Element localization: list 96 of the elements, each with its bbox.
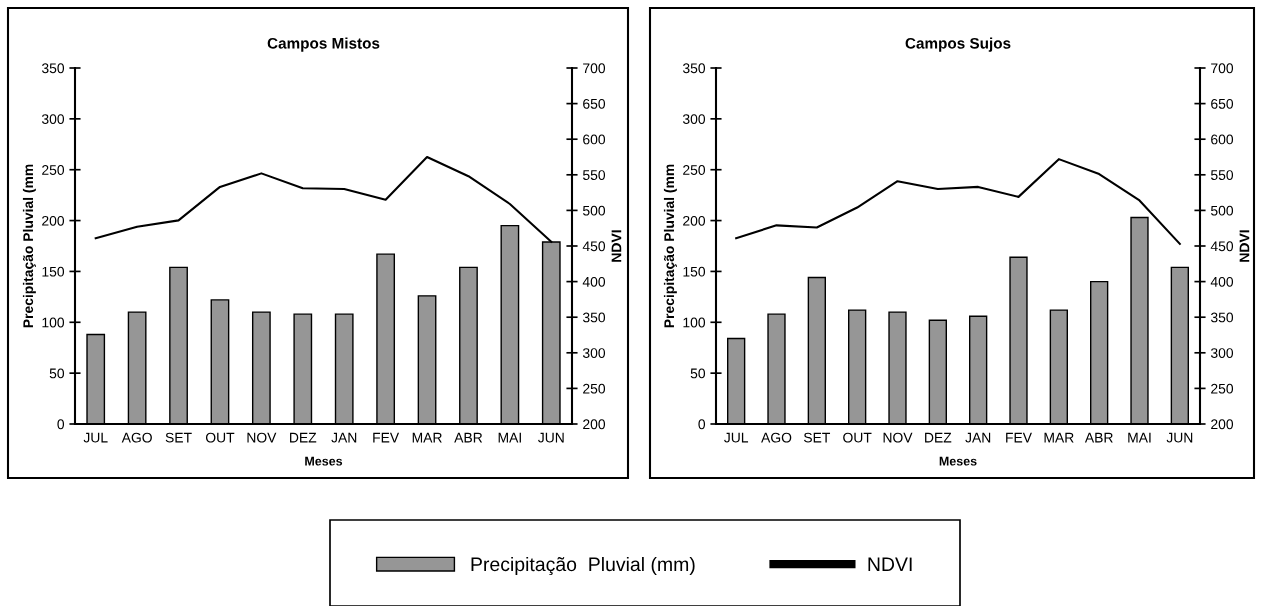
- bar: [417, 295, 437, 424]
- bar: [888, 311, 907, 424]
- y-tick-label: 100: [683, 317, 706, 328]
- bar: [969, 315, 988, 424]
- bar: [767, 313, 786, 424]
- y2-tick-label: 550: [582, 170, 606, 180]
- y2-tick-label: 250: [583, 383, 606, 394]
- bar: [1130, 216, 1149, 424]
- x-tick-label: SET: [165, 432, 192, 443]
- x-tick-label: SET: [803, 432, 831, 443]
- x-tick-label: DEZ: [925, 432, 952, 443]
- x-tick-label: OUT: [843, 432, 872, 443]
- x-tick-label: JUL: [724, 432, 749, 443]
- y-axis-title: Precipitação Pluvial (mm: [663, 164, 677, 328]
- x-tick-label: ABR: [454, 432, 483, 443]
- bar: [928, 319, 947, 424]
- bar: [848, 309, 867, 424]
- y2-tick-label: 400: [1210, 276, 1234, 287]
- y-tick-label: 50: [49, 368, 65, 379]
- x-tick-label: MAR: [412, 432, 442, 443]
- y2-tick-label: 350: [582, 312, 606, 323]
- y2-axis-title: NDVI: [1239, 230, 1250, 262]
- y2-tick-label: 300: [1210, 348, 1234, 358]
- bar: [210, 299, 230, 424]
- y2-tick-label: 500: [1210, 205, 1234, 216]
- y-tick-label: 200: [683, 215, 706, 226]
- y2-tick-label: 450: [1210, 241, 1234, 252]
- x-tick-label: AGO: [761, 432, 792, 443]
- x-tick-label: NOV: [247, 432, 277, 443]
- x-tick-label: JUN: [538, 432, 564, 443]
- bar: [500, 224, 520, 424]
- x-tick-label: ABR: [1084, 432, 1113, 443]
- bar: [1170, 266, 1189, 424]
- y2-axis-title: NDVI: [611, 230, 622, 262]
- x-tick-label: JAN: [331, 432, 357, 443]
- x-tick-label: DEZ: [290, 432, 317, 443]
- legend-label: Precipitação Pluvial (mm): [471, 556, 695, 576]
- bar: [1049, 309, 1068, 424]
- y-tick-label: 350: [41, 63, 65, 74]
- x-tick-label: FEV: [373, 432, 400, 443]
- x-tick-label: FEV: [1006, 432, 1032, 443]
- y2-tick-label: 200: [1211, 419, 1234, 430]
- y2-tick-label: 450: [582, 241, 606, 252]
- bar: [127, 311, 147, 424]
- bar: [807, 276, 826, 424]
- y2-tick-label: 400: [582, 276, 606, 287]
- bar: [727, 337, 746, 424]
- line-series: [735, 158, 1181, 245]
- y-tick-label: 300: [682, 114, 706, 125]
- y2-tick-label: 650: [583, 98, 606, 109]
- bar: [376, 253, 396, 424]
- bar: [169, 266, 188, 424]
- y2-tick-label: 600: [1211, 134, 1234, 145]
- y2-tick-label: 350: [1210, 312, 1234, 323]
- x-tick-label: MAR: [1044, 432, 1074, 443]
- y-tick-label: 300: [41, 114, 65, 125]
- y2-tick-label: 200: [583, 419, 606, 430]
- y2-tick-label: 500: [582, 205, 606, 216]
- y2-tick-label: 650: [1211, 98, 1234, 109]
- bar: [1090, 280, 1109, 424]
- y-tick-label: 250: [683, 165, 706, 175]
- x-tick-label: JAN: [965, 432, 991, 443]
- x-tick-label: JUN: [1166, 432, 1193, 443]
- bar: [334, 313, 354, 424]
- y2-tick-label: 250: [1211, 383, 1234, 394]
- y-tick-label: 200: [42, 215, 65, 226]
- y2-tick-label: 700: [583, 63, 606, 74]
- y-tick-label: 150: [42, 266, 65, 277]
- y2-tick-label: 600: [583, 134, 606, 145]
- bar: [459, 266, 478, 424]
- y-axis-title: Precipitação Pluvial (mm: [22, 164, 36, 328]
- chart-title: Campos Sujos: [905, 37, 1011, 52]
- x-tick-label: AGO: [121, 432, 152, 443]
- y-tick-label: 0: [698, 419, 706, 430]
- y-tick-label: 150: [683, 266, 706, 277]
- y-tick-label: 100: [42, 317, 65, 328]
- y-tick-label: 350: [682, 63, 706, 74]
- y-tick-label: 0: [57, 419, 65, 430]
- bar: [86, 333, 106, 424]
- y2-tick-label: 550: [1210, 170, 1234, 180]
- y-tick-label: 50: [690, 368, 706, 379]
- x-axis-title: Meses: [305, 456, 343, 466]
- bar: [293, 313, 313, 424]
- bar: [1009, 256, 1028, 424]
- y-tick-label: 250: [42, 165, 65, 175]
- x-axis-title: Meses: [939, 456, 977, 466]
- x-tick-label: MAI: [498, 432, 521, 443]
- y2-tick-label: 700: [1211, 63, 1234, 74]
- x-tick-label: JUL: [83, 432, 108, 443]
- chart-title: Campos Mistos: [267, 37, 380, 52]
- x-tick-label: OUT: [205, 432, 235, 443]
- legend-label: NDVI: [868, 557, 912, 571]
- y2-tick-label: 300: [582, 348, 606, 358]
- x-tick-label: NOV: [883, 432, 913, 443]
- bar: [251, 311, 271, 424]
- x-tick-label: MAI: [1128, 432, 1151, 443]
